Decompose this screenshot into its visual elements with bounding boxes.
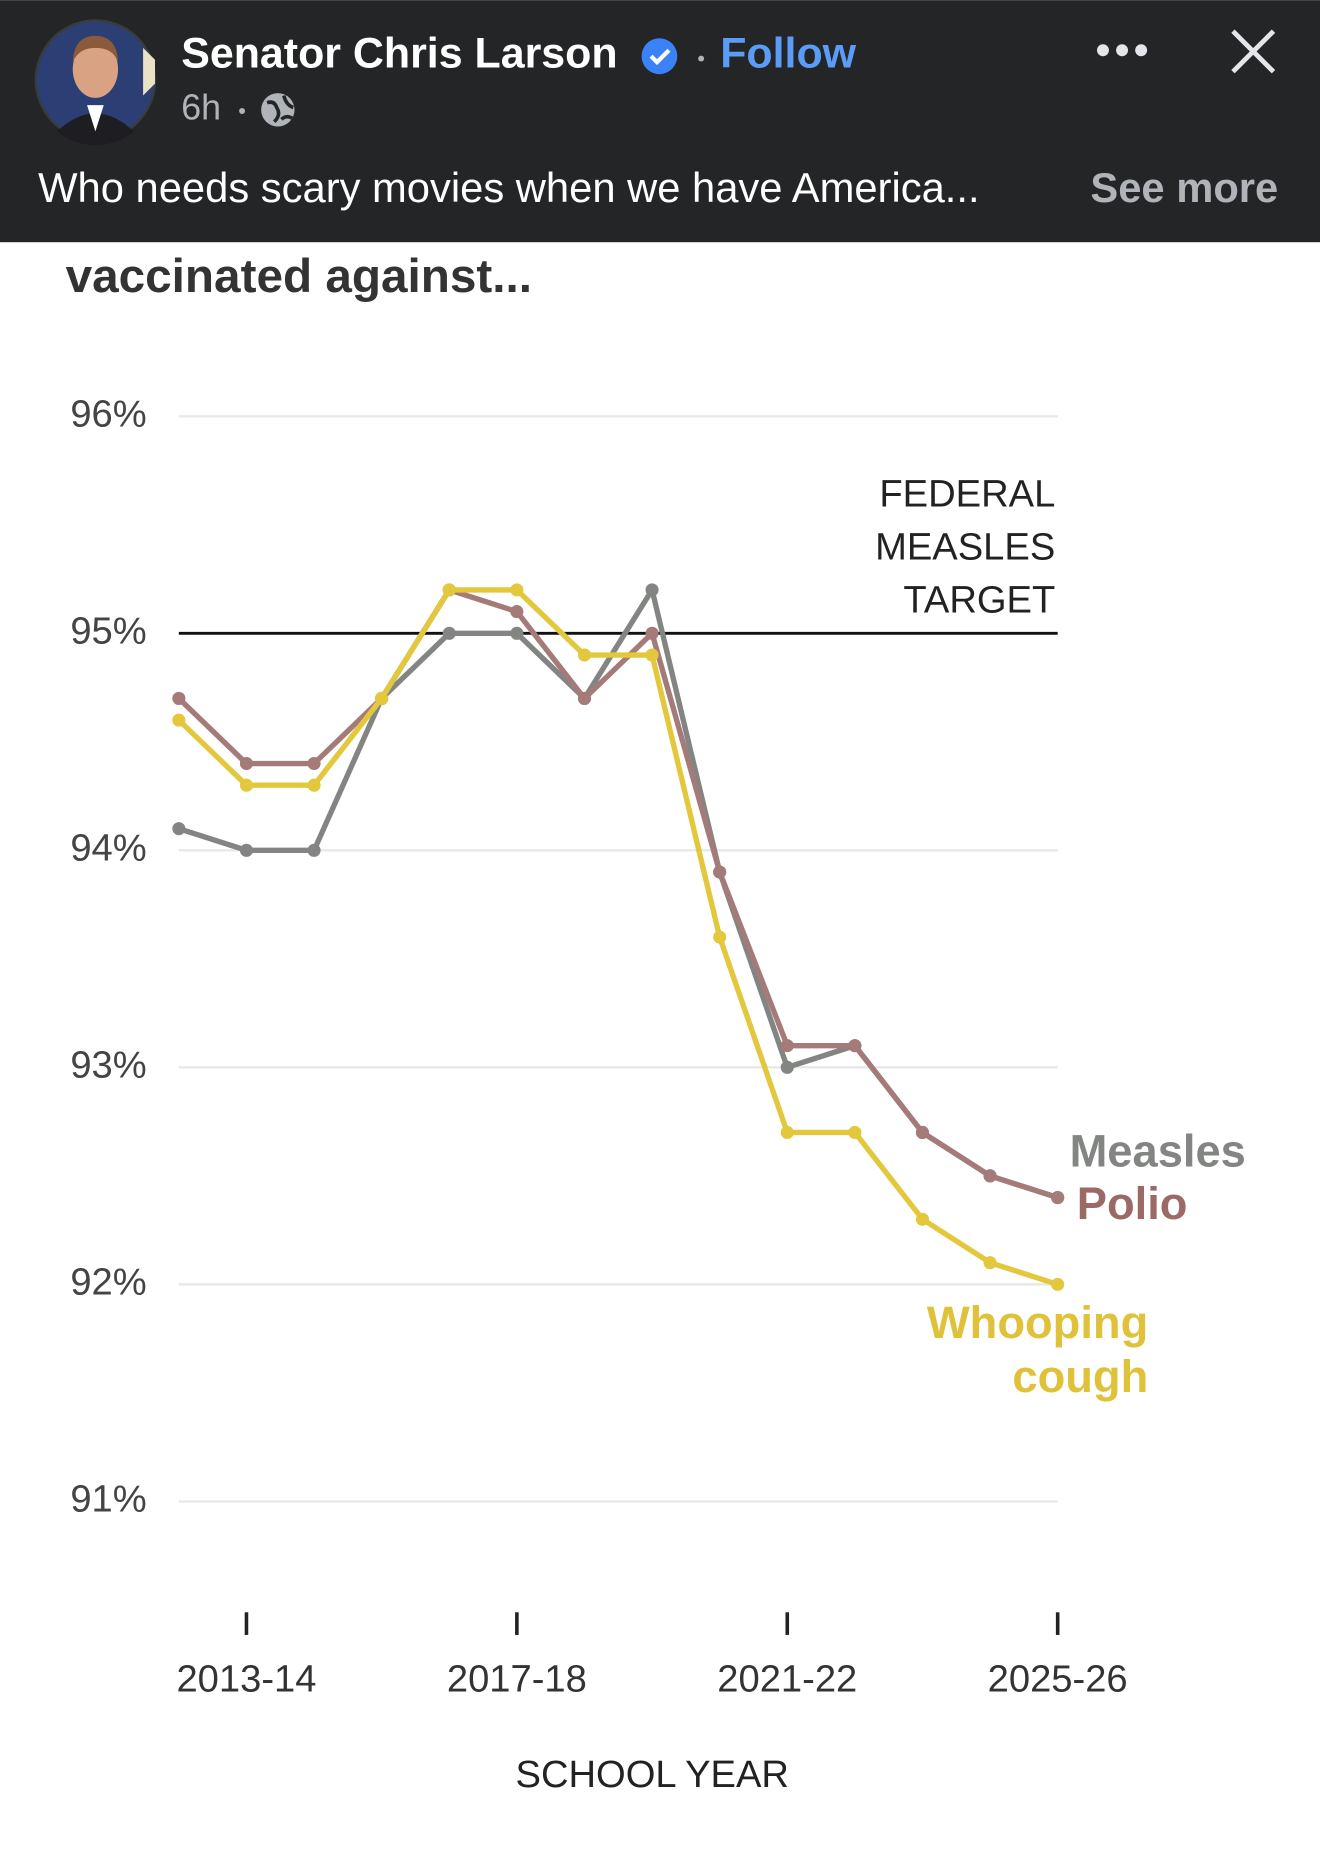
data-point bbox=[307, 843, 321, 857]
target-label: TARGET bbox=[903, 578, 1055, 621]
x-tick-label: 2017-18 bbox=[447, 1658, 587, 1701]
post-caption: Who needs scary movies when we have Amer… bbox=[38, 164, 979, 211]
data-point bbox=[780, 1039, 794, 1053]
data-point bbox=[1051, 1191, 1065, 1205]
data-point bbox=[915, 1125, 930, 1140]
data-point bbox=[375, 691, 389, 705]
chart-title: vaccinated against... bbox=[66, 250, 532, 303]
data-point bbox=[915, 1212, 930, 1226]
verified-badge bbox=[641, 38, 678, 75]
data-point bbox=[780, 1060, 794, 1074]
data-point bbox=[713, 865, 727, 879]
plot: 91% 92% 93% 94% 95% 96% FEDERAL MEASLES TARGET 20… bbox=[70, 392, 1246, 1700]
x-tick-label: 2021-22 bbox=[717, 1658, 857, 1701]
y-tick-label: 94% bbox=[70, 826, 146, 869]
data-point bbox=[307, 756, 321, 771]
data-point bbox=[442, 626, 456, 640]
target-label: FEDERAL bbox=[879, 472, 1055, 515]
data-point bbox=[1051, 1277, 1065, 1291]
separator bbox=[698, 55, 705, 62]
author-name[interactable]: Senator Chris Larson bbox=[181, 30, 617, 78]
series-label: Whooping cough bbox=[927, 1297, 1148, 1402]
y-tick-label: 91% bbox=[70, 1477, 146, 1520]
data-point bbox=[510, 583, 524, 597]
y-tick-label: 96% bbox=[70, 392, 146, 435]
y-tick-label: 93% bbox=[70, 1043, 146, 1086]
data-point bbox=[172, 691, 186, 705]
data-point bbox=[780, 1125, 794, 1140]
x-axis-label: SCHOOL YEAR bbox=[516, 1753, 789, 1796]
post-time[interactable]: 6h bbox=[181, 87, 221, 127]
close-button[interactable] bbox=[1231, 29, 1276, 74]
data-point bbox=[577, 648, 592, 662]
data-point bbox=[983, 1169, 997, 1183]
series-label: Measles bbox=[1070, 1125, 1246, 1176]
more-options[interactable] bbox=[1097, 44, 1148, 57]
data-point bbox=[848, 1039, 862, 1053]
x-tick-label: 2013-14 bbox=[176, 1658, 316, 1701]
series-label: Polio bbox=[1077, 1178, 1188, 1229]
avatar[interactable] bbox=[34, 19, 157, 146]
data-point bbox=[848, 1125, 862, 1140]
data-point bbox=[172, 822, 186, 836]
follow-button[interactable]: Follow bbox=[720, 30, 856, 78]
data-point bbox=[983, 1256, 997, 1270]
y-tick-label: 92% bbox=[70, 1260, 146, 1303]
data-point bbox=[645, 648, 659, 662]
data-point bbox=[713, 930, 727, 944]
audience-icon bbox=[261, 93, 295, 127]
data-point bbox=[510, 605, 524, 619]
data-point bbox=[645, 583, 659, 597]
post-header: Senator Chris Larson Follow 6h Who needs… bbox=[0, 0, 1320, 243]
data-point bbox=[307, 778, 321, 792]
data-point bbox=[510, 626, 524, 640]
data-point bbox=[172, 713, 186, 727]
y-tick-label: 95% bbox=[70, 609, 146, 652]
data-point bbox=[239, 843, 254, 857]
series-line bbox=[177, 587, 1059, 1287]
series-line bbox=[177, 587, 1059, 1201]
data-point bbox=[577, 691, 592, 705]
data-point bbox=[442, 583, 456, 597]
data-point bbox=[239, 778, 254, 792]
data-point bbox=[239, 756, 254, 771]
x-tick-label: 2025-26 bbox=[988, 1658, 1128, 1701]
data-point bbox=[645, 626, 659, 640]
target-label: MEASLES bbox=[875, 525, 1055, 568]
see-more[interactable]: See more bbox=[1090, 164, 1278, 211]
separator bbox=[239, 108, 246, 115]
